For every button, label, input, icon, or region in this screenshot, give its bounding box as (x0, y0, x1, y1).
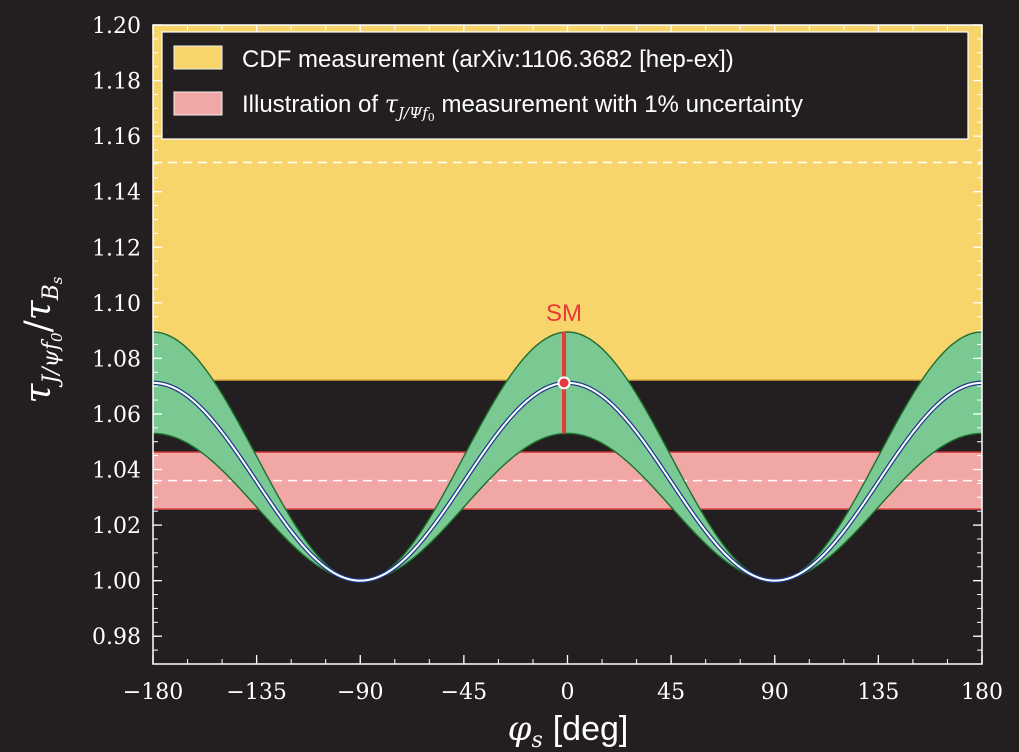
y-tick-label: 1.08 (92, 347, 141, 372)
x-tick-label: −180 (123, 680, 183, 705)
y-tick-label: 1.14 (92, 181, 141, 206)
x-tick-label: −90 (337, 680, 383, 705)
legend-label-prefix: Illustration of (242, 91, 385, 118)
y-axis-sub1: J/ψf (39, 338, 64, 387)
y-axis-tau2: τ (18, 299, 59, 320)
y-tick-label: 1.02 (92, 514, 141, 539)
y-axis-tau1: τ (18, 383, 59, 404)
legend-tau-subscript: J/Ψf (395, 104, 430, 122)
x-axis-unit: [deg] (553, 710, 629, 748)
y-tick-label: 1.12 (92, 236, 141, 261)
sm-point (557, 376, 571, 390)
sm-band-lower-edge (153, 432, 982, 582)
y-tick-label: 1.18 (92, 70, 141, 95)
legend-label-suffix: measurement with 1% uncertainty (435, 91, 803, 118)
y-axis-subsub1: 0 (48, 332, 66, 342)
y-tick-label: 0.98 (92, 625, 141, 650)
y-tick-label: 1.16 (92, 125, 141, 150)
legend-label-cdf: CDF measurement (arXiv:1106.3682 [hep-ex… (242, 46, 734, 73)
y-axis-subsub2: s (48, 276, 66, 284)
legend-swatch-cdf (173, 45, 223, 70)
x-tick-label: 135 (857, 680, 899, 705)
x-tick-label: 180 (961, 680, 1003, 705)
y-tick-label: 1.04 (92, 459, 141, 484)
legend-label-illustration: Illustration of τJ/Ψf0 measurement with … (242, 90, 803, 124)
y-tick-label: 1.20 (92, 14, 141, 39)
y-tick-label: 1.06 (92, 403, 141, 428)
y-tick-label: 1.10 (92, 292, 141, 317)
x-tick-label: −135 (226, 680, 286, 705)
legend-tau-subsubscript: 0 (428, 111, 435, 124)
legend: CDF measurement (arXiv:1106.3682 [hep-ex… (161, 31, 969, 140)
y-axis-sub2: B (39, 284, 64, 301)
legend-tau-symbol: τ (385, 90, 399, 118)
x-axis-title: φs [deg] (508, 709, 629, 752)
ticks: −180 −135 −90 −45 0 45 90 135 180 0.98 1.00 1.02 1.0… (92, 14, 1003, 705)
x-axis-phi: φ (508, 709, 532, 749)
x-tick-label: 0 (561, 680, 575, 705)
y-axis-slash: / (18, 319, 59, 332)
x-axis-phi-sub: s (531, 728, 542, 752)
x-tick-label: 90 (761, 680, 789, 705)
x-tick-label: 45 (657, 680, 685, 705)
sm-band-upper-edge (153, 331, 982, 582)
x-tick-label: −45 (441, 680, 487, 705)
sm-label: SM (546, 300, 582, 327)
y-tick-label: 1.00 (92, 570, 141, 595)
legend-box (161, 31, 969, 140)
annotation-layer: SM (546, 300, 582, 434)
legend-swatch-illustration (173, 91, 223, 116)
y-axis-title: τJ/ψf0/τBs (18, 276, 66, 403)
